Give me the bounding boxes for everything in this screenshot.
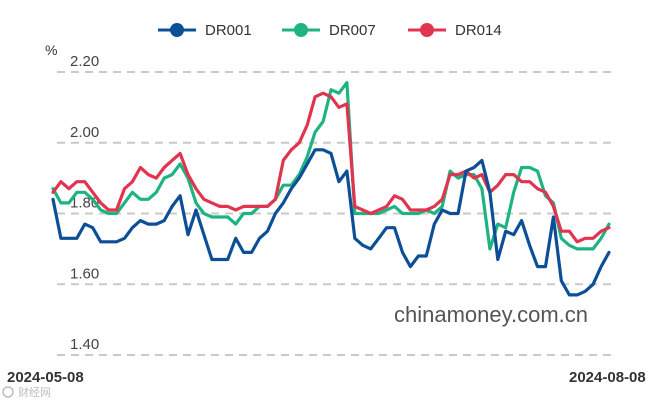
legend[interactable]: DR001 DR007 DR014 [158, 22, 502, 39]
legend-label: DR007 [329, 22, 376, 39]
legend-label: DR001 [205, 22, 252, 39]
legend-dot-marker [420, 23, 434, 37]
series-line-dr007 [51, 80, 611, 251]
y-tick-label: 1.60 [70, 265, 99, 282]
y-tick-label: 1.40 [70, 336, 99, 353]
logo-mark-icon [2, 386, 14, 398]
grid [57, 71, 613, 356]
x-axis-start-label: 2024-05-08 [7, 369, 84, 386]
legend-dot-marker [294, 23, 308, 37]
y-tick-label: 2.20 [70, 53, 99, 70]
legend-item-dr001[interactable]: DR001 [158, 22, 252, 39]
legend-dot-marker [170, 23, 184, 37]
x-axis-end-label: 2024-08-08 [569, 369, 646, 386]
legend-item-dr007[interactable]: DR007 [282, 22, 376, 39]
series-line-dr014 [51, 91, 611, 244]
y-axis: 2.202.001.801.601.40 [70, 53, 99, 353]
y-tick-label: 2.00 [70, 124, 99, 141]
series-line-dr001 [51, 148, 611, 297]
footer-logo: 财经网 [2, 385, 51, 399]
legend-label: DR014 [455, 22, 502, 39]
watermark-text: chinamoney.com.cn [394, 302, 588, 327]
series-lines [51, 80, 611, 297]
legend-item-dr014[interactable]: DR014 [408, 22, 502, 39]
y-axis-unit-label: % [45, 42, 57, 58]
footer-logo-text: 财经网 [18, 385, 51, 399]
